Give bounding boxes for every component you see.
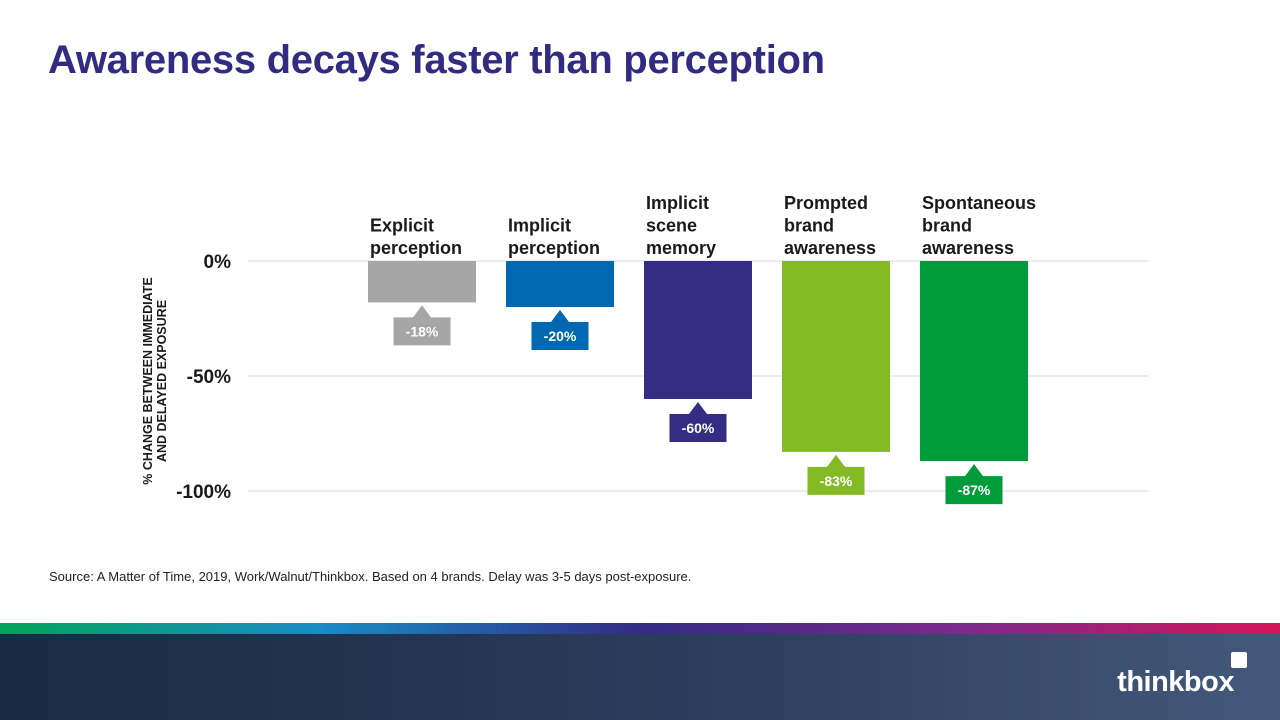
data-label: -18% bbox=[406, 323, 439, 339]
bar bbox=[368, 261, 476, 303]
bar bbox=[920, 261, 1028, 462]
bar bbox=[782, 261, 890, 452]
thinkbox-logo: thinkbox bbox=[1117, 666, 1234, 698]
data-label: -20% bbox=[544, 328, 577, 344]
data-labels: -18% -20% -60% -83% -87% bbox=[393, 305, 1003, 505]
brand-stripe bbox=[0, 623, 1280, 634]
data-label-box bbox=[945, 464, 1003, 505]
data-label-box bbox=[531, 310, 589, 350]
y-tick-label: 0% bbox=[204, 252, 232, 273]
data-label: -87% bbox=[958, 482, 991, 498]
logo-square-icon bbox=[1231, 652, 1247, 668]
data-label: -83% bbox=[820, 473, 853, 489]
bars bbox=[368, 261, 1028, 462]
data-label: -60% bbox=[682, 420, 715, 436]
category-label: Implicit perception bbox=[508, 216, 600, 259]
source-note: Source: A Matter of Time, 2019, Work/Wal… bbox=[49, 569, 692, 584]
y-axis-title: % CHANGE BETWEEN IMMEDIATEAND DELAYED EX… bbox=[141, 277, 169, 484]
bar-chart: 0% -50% -100% % CHANGE BETWEEN IMMEDIATEAN… bbox=[141, 193, 1148, 505]
category-label: Explicit perception bbox=[370, 216, 462, 259]
category-label: Spontaneous brand awareness bbox=[922, 193, 1036, 258]
data-label-box bbox=[807, 454, 865, 495]
y-axis-tick-labels: 0% -50% -100% bbox=[176, 252, 231, 503]
footer-bar: thinkbox bbox=[0, 634, 1280, 720]
data-label-box bbox=[669, 402, 727, 442]
bar bbox=[506, 261, 614, 307]
data-label-box bbox=[393, 305, 451, 346]
category-label: Implicit scene memory bbox=[646, 193, 716, 258]
y-tick-label: -50% bbox=[187, 367, 231, 388]
category-label: Prompted brand awareness bbox=[784, 193, 876, 258]
y-tick-label: -100% bbox=[176, 482, 231, 503]
category-labels: Explicit perception Implicit perception Impl… bbox=[370, 193, 1036, 258]
bar bbox=[644, 261, 752, 399]
page-title: Awareness decays faster than perception bbox=[48, 38, 825, 82]
